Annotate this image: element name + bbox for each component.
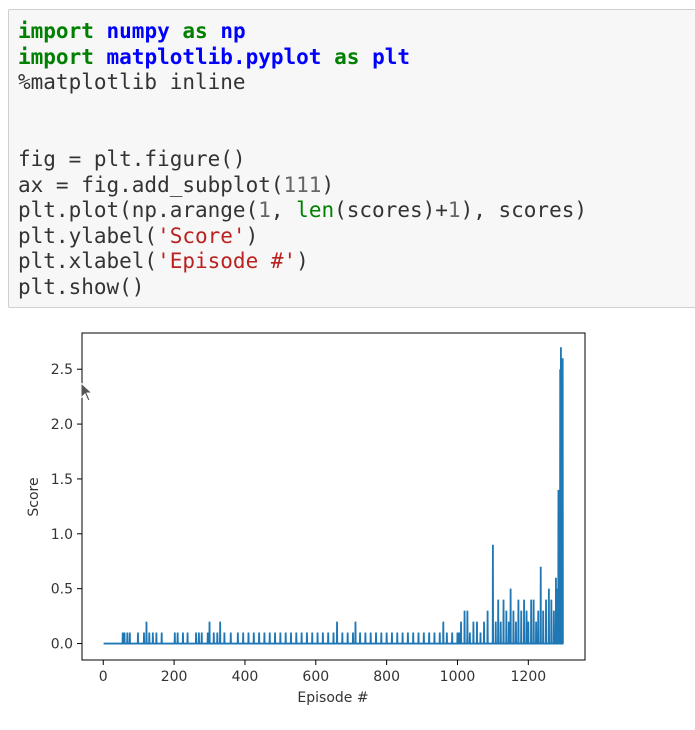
code-token: ), scores) [460,198,587,223]
code-token: plt [372,44,410,69]
plot-frame [81,332,586,661]
code-token [359,45,372,69]
y-tick-label: 2.0 [51,417,73,433]
code-token: len [296,198,335,223]
code-token: , [270,198,297,223]
line-chart: 0 200 400 600 800 1000 1200 0.0 0.5 1.0 1.5 2.0 2.5… [26,332,586,706]
code-token: 1 [447,198,461,223]
code-token: ) [321,172,335,197]
code-line: plt.xlabel('Episode #') [18,249,587,275]
code-line: import matplotlib.pyplot as plt [18,45,587,71]
code-token [94,45,107,69]
x-tick-label: 1000 [440,669,476,685]
code-line: import numpy as np [18,19,587,45]
code-token: plt.show() [18,274,145,299]
code-token: 'Episode #' [157,249,297,274]
x-axis: 0 200 400 600 800 1000 1200 [99,660,546,685]
code-token: 1 [258,198,271,223]
code-token: as [334,44,360,69]
x-tick-label: 0 [99,669,108,685]
y-tick-label: 1.0 [51,527,73,543]
y-axis: 0.0 0.5 1.0 1.5 2.0 2.5 [51,362,82,653]
code-line: fig = plt.figure() [18,147,587,173]
x-axis-label: Episode # [297,690,368,706]
y-axis-label: Score [26,477,42,516]
code-token: plt.xlabel( [18,249,158,274]
y-tick-label: 1.5 [51,472,73,488]
code-token [321,45,334,69]
code-token: ) [296,249,309,274]
code-line: plt.show() [18,275,587,301]
code-token [94,19,107,43]
code-token: ) [245,223,259,248]
code-line: %matplotlib inline [18,70,587,96]
code-line [18,121,587,147]
x-tick-label: 400 [232,669,259,685]
mouse-cursor-icon [80,382,94,402]
y-tick-label: 0.5 [51,582,73,598]
code-cell[interactable]: import numpy as np import matplotlib.pypl… [8,9,695,308]
x-tick-label: 600 [302,669,329,685]
code-token [170,19,183,43]
x-tick-label: 1200 [511,669,547,685]
code-token: as [182,19,208,43]
code-token: ax = fig.add_subplot( [18,172,284,197]
code-token: matplotlib.pyplot [106,44,322,69]
x-tick-label: 200 [161,669,188,685]
y-tick-label: 2.5 [51,362,73,378]
code-token: import [18,19,94,43]
code-token [208,19,221,43]
y-tick-label: 0.0 [51,637,73,653]
code-token: np [220,19,246,43]
code-token: (scores)+ [334,198,448,223]
code-token: plt.ylabel( [18,223,158,248]
series-layer [103,347,564,645]
score-series-line [103,347,564,645]
code-line: plt.ylabel('Score') [18,224,587,250]
code-token: 'Score' [157,223,246,248]
code-token: fig = plt.figure() [18,146,246,171]
x-tick-label: 800 [373,669,400,685]
code-token: numpy [106,19,170,43]
output-area: 0 200 400 600 800 1000 1200 0.0 0.5 1.0 1.5 2.0 2.5… [0,312,695,730]
code-token: %matplotlib inline [18,70,246,95]
code-token: plt.plot(np.arange( [18,198,259,223]
plot-background [82,333,585,660]
code-token: import [18,44,94,69]
code-line: ax = fig.add_subplot(111) [18,173,587,199]
code-token: 111 [283,172,322,197]
code-editor[interactable]: import numpy as np import matplotlib.pypl… [18,19,587,301]
code-line [18,96,587,122]
code-line: plt.plot(np.arange(1, len(scores)+1), sc… [18,198,587,224]
